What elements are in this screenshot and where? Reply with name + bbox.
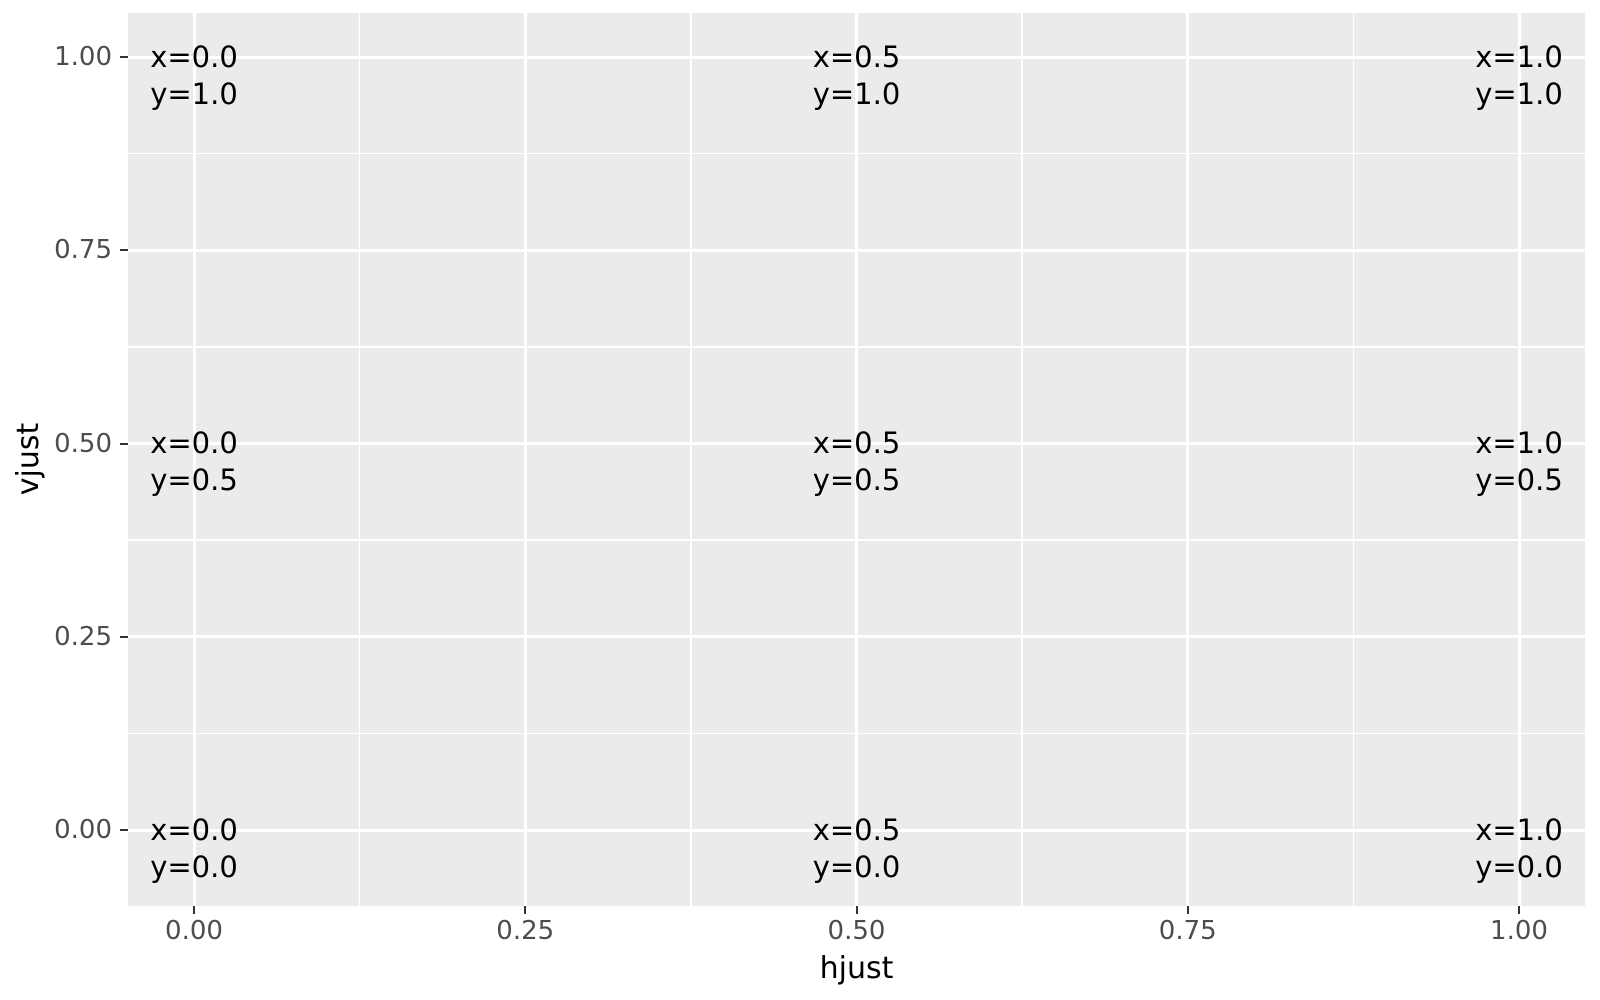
major-gridline-horizontal [128, 248, 1585, 252]
x-axis-tick-label: 0.50 [827, 916, 886, 946]
annotation-label: x=0.5 y=0.5 [812, 426, 901, 497]
minor-gridline-vertical [1352, 13, 1355, 906]
annotation-label: x=1.0 y=1.0 [1475, 39, 1563, 111]
major-gridline-vertical [1186, 13, 1190, 906]
y-axis-tick [120, 249, 128, 252]
annotation-label: x=0.0 y=0.0 [150, 812, 238, 884]
annotation-label: x=1.0 y=0.0 [1475, 812, 1563, 884]
y-axis-tick [120, 829, 128, 831]
y-axis-tick-label: 0.25 [54, 621, 112, 652]
minor-gridline-vertical [1021, 13, 1023, 906]
x-axis-tick [1518, 906, 1520, 914]
major-gridline-horizontal [128, 442, 1585, 445]
annotation-label: x=0.0 y=1.0 [150, 39, 238, 111]
y-axis-tick [120, 442, 128, 445]
y-axis-tick-label: 0.75 [54, 235, 112, 266]
x-axis-tick [193, 906, 195, 914]
x-axis-tick-label: 1.00 [1490, 916, 1548, 946]
minor-gridline-vertical [358, 13, 361, 906]
major-gridline-vertical [523, 13, 527, 906]
major-gridline-horizontal [128, 635, 1585, 639]
x-axis-tick-label: 0.75 [1158, 916, 1217, 946]
annotation-label: x=0.5 y=0.0 [812, 812, 901, 884]
major-gridline-horizontal [128, 55, 1585, 59]
major-gridline-vertical [855, 13, 858, 906]
x-axis-tick [855, 906, 858, 914]
annotation-label: x=0.5 y=1.0 [812, 39, 901, 111]
major-gridline-vertical [192, 13, 196, 906]
major-gridline-horizontal [128, 828, 1585, 832]
y-axis-tick-label: 0.50 [54, 428, 112, 459]
plot-panel: x=0.0 y=1.0 x=0.5 y=1.0 x=1.0 y=1.0 x=0.0 y… [128, 13, 1585, 906]
major-gridline-vertical [1517, 13, 1521, 906]
x-axis-tick [1186, 906, 1189, 914]
minor-gridline-vertical [690, 13, 692, 906]
y-axis-tick [120, 635, 128, 638]
y-axis-tick [120, 56, 128, 58]
x-axis-tick-label: 0.00 [165, 916, 223, 946]
x-axis-title: hjust [819, 951, 894, 986]
x-axis-tick-label: 0.25 [496, 916, 555, 946]
annotation-label: x=0.0 y=0.5 [150, 426, 238, 497]
y-axis-title: vjust [11, 422, 46, 496]
annotation-label: x=1.0 y=0.5 [1475, 426, 1563, 497]
x-axis-tick [524, 906, 527, 914]
y-axis-tick-label: 1.00 [54, 42, 112, 72]
y-axis-tick-label: 0.00 [54, 815, 112, 845]
